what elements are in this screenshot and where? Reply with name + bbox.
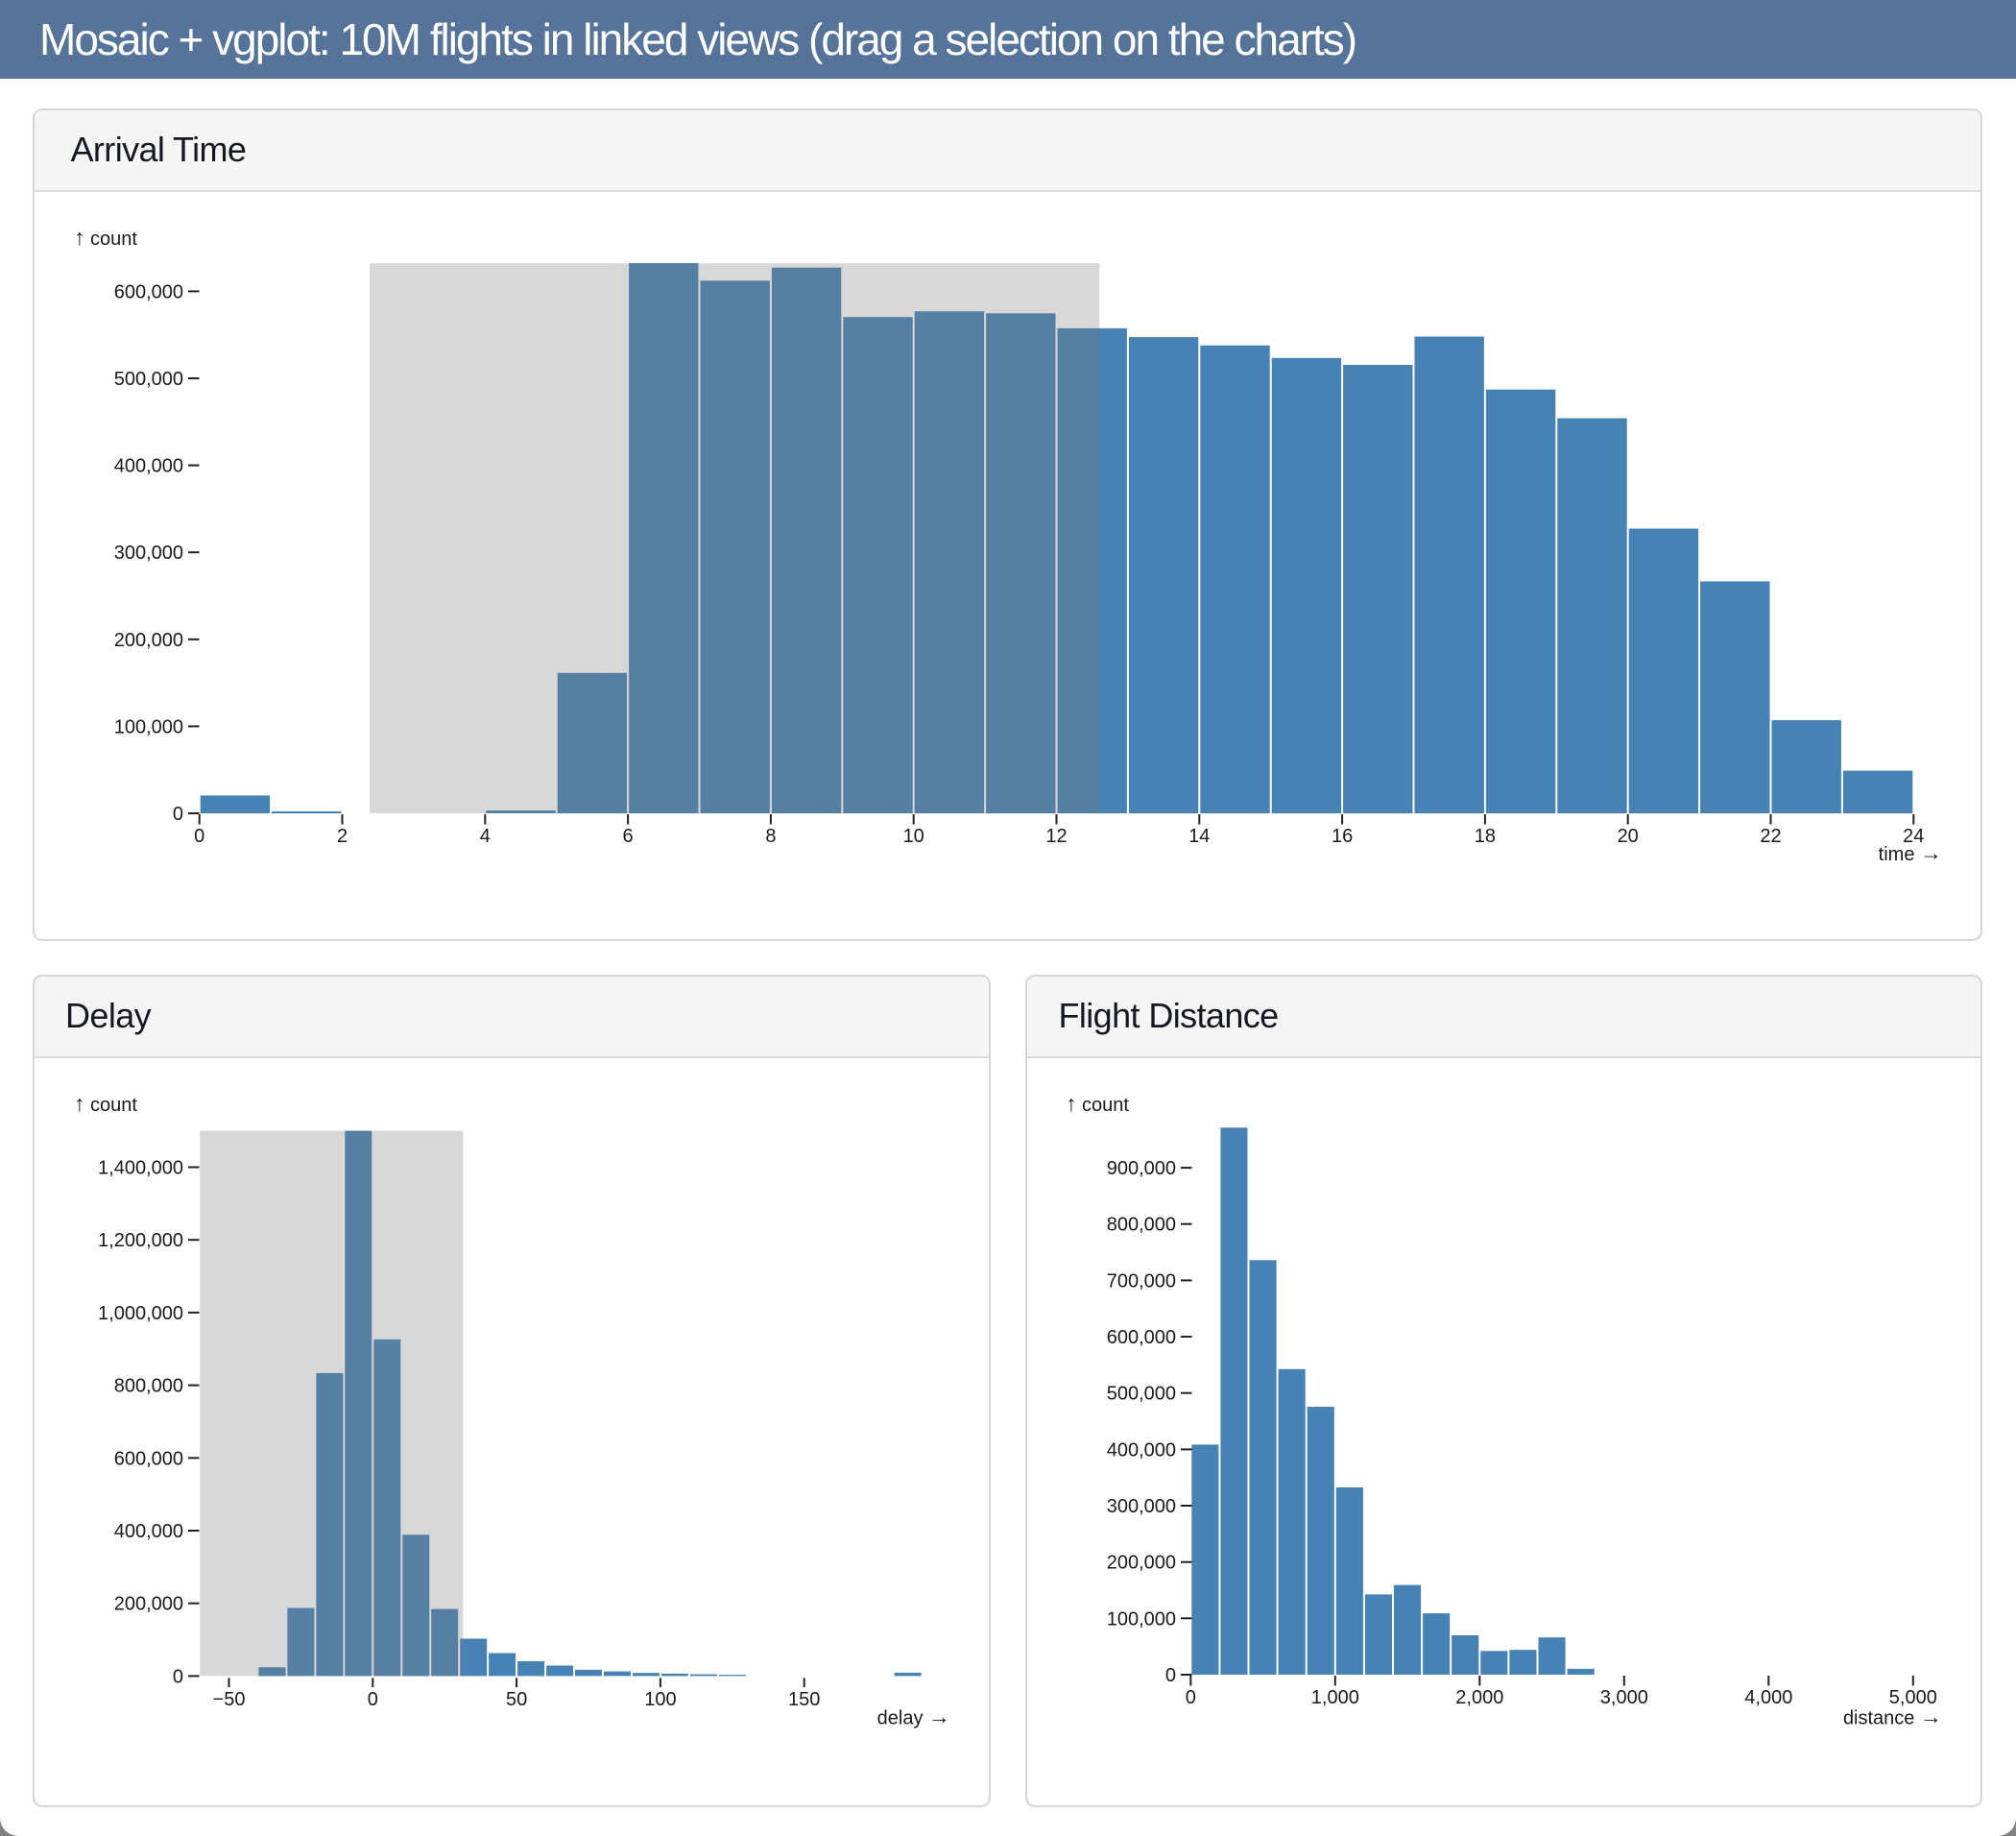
svg-text:−50: −50: [213, 1689, 246, 1710]
svg-text:200,000: 200,000: [114, 630, 183, 651]
svg-text:12: 12: [1045, 826, 1067, 847]
svg-text:↑ count: ↑ count: [74, 225, 137, 250]
svg-text:3,000: 3,000: [1600, 1687, 1648, 1708]
svg-text:0: 0: [368, 1689, 378, 1710]
svg-text:150: 150: [788, 1689, 820, 1710]
svg-text:distance →: distance →: [1843, 1704, 1942, 1729]
svg-text:24: 24: [1903, 826, 1924, 847]
svg-text:1,000: 1,000: [1311, 1687, 1359, 1708]
svg-text:↑ count: ↑ count: [1066, 1091, 1129, 1116]
svg-text:20: 20: [1618, 826, 1639, 847]
svg-text:600,000: 600,000: [114, 1448, 183, 1469]
svg-text:200,000: 200,000: [1107, 1553, 1176, 1574]
svg-text:1,400,000: 1,400,000: [98, 1158, 183, 1179]
svg-text:100,000: 100,000: [1107, 1608, 1176, 1630]
svg-text:600,000: 600,000: [1107, 1327, 1176, 1348]
svg-text:time →: time →: [1879, 840, 1942, 865]
svg-text:5,000: 5,000: [1889, 1687, 1937, 1708]
svg-text:300,000: 300,000: [1107, 1496, 1176, 1517]
svg-text:200,000: 200,000: [114, 1594, 183, 1615]
svg-text:16: 16: [1332, 826, 1353, 847]
svg-text:6: 6: [623, 826, 634, 847]
svg-text:10: 10: [903, 826, 924, 847]
svg-text:4,000: 4,000: [1744, 1687, 1792, 1708]
svg-text:0: 0: [173, 1666, 183, 1687]
svg-text:300,000: 300,000: [114, 543, 183, 564]
svg-text:600,000: 600,000: [114, 281, 183, 302]
svg-text:22: 22: [1760, 826, 1781, 847]
svg-text:18: 18: [1475, 826, 1496, 847]
svg-text:8: 8: [765, 826, 776, 847]
svg-text:1,200,000: 1,200,000: [98, 1230, 183, 1251]
svg-text:700,000: 700,000: [1107, 1270, 1176, 1292]
svg-text:0: 0: [1186, 1687, 1196, 1708]
svg-text:1,000,000: 1,000,000: [98, 1303, 183, 1324]
svg-text:100: 100: [644, 1689, 676, 1710]
svg-text:50: 50: [506, 1689, 527, 1710]
svg-text:4: 4: [480, 826, 491, 847]
svg-text:400,000: 400,000: [114, 1521, 183, 1542]
svg-text:500,000: 500,000: [1107, 1384, 1176, 1405]
svg-text:400,000: 400,000: [114, 456, 183, 477]
svg-text:500,000: 500,000: [114, 369, 183, 390]
svg-text:14: 14: [1188, 826, 1210, 847]
svg-text:800,000: 800,000: [114, 1376, 183, 1397]
svg-text:0: 0: [173, 804, 183, 825]
svg-text:900,000: 900,000: [1107, 1158, 1176, 1179]
svg-text:400,000: 400,000: [1107, 1439, 1176, 1461]
svg-text:↑ count: ↑ count: [74, 1091, 137, 1116]
svg-text:0: 0: [1165, 1665, 1176, 1686]
svg-text:100,000: 100,000: [114, 716, 183, 737]
svg-text:0: 0: [194, 826, 204, 847]
svg-text:2: 2: [337, 826, 348, 847]
svg-text:delay →: delay →: [877, 1704, 950, 1729]
svg-text:2,000: 2,000: [1455, 1687, 1503, 1708]
svg-text:800,000: 800,000: [1107, 1215, 1176, 1236]
